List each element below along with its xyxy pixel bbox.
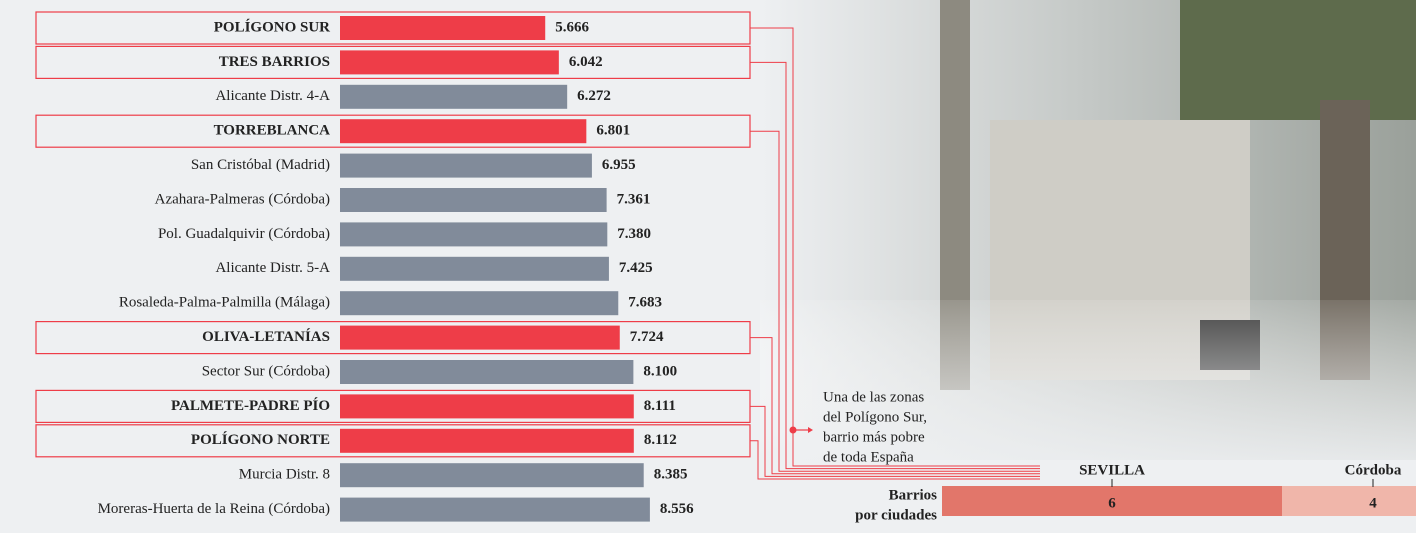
value-label: 6.955 — [602, 157, 636, 173]
category-label: TRES BARRIOS — [219, 54, 330, 70]
value-label: 7.425 — [619, 260, 653, 276]
category-label: POLÍGONO NORTE — [191, 431, 330, 448]
value-label: 7.380 — [617, 226, 651, 242]
legend-label: SEVILLA — [1079, 462, 1145, 478]
category-label: Moreras-Huerta de la Reina (Córdoba) — [98, 501, 330, 517]
bar — [340, 119, 587, 144]
category-label: PALMETE-PADRE PÍO — [171, 397, 330, 414]
bar — [340, 291, 619, 316]
value-label: 8.111 — [644, 398, 676, 414]
bar — [340, 50, 559, 75]
bar — [340, 188, 607, 212]
chart-title: Barrios — [889, 487, 937, 503]
chart-title: por ciudades — [855, 507, 937, 523]
segment — [1282, 486, 1416, 516]
bar — [340, 497, 650, 522]
photo — [760, 0, 1416, 460]
annotation-dot — [789, 426, 797, 434]
bar — [340, 394, 634, 419]
category-label: Murcia Distr. 8 — [239, 467, 330, 483]
category-label: Pol. Guadalquivir (Córdoba) — [158, 226, 330, 242]
category-label: Alicante Distr. 4-A — [215, 88, 330, 104]
segment-label: 6 — [1108, 495, 1116, 511]
connector — [750, 27, 1040, 467]
category-label: OLIVA-LETANÍAS — [202, 328, 330, 345]
bar — [340, 16, 546, 40]
bar — [340, 360, 634, 384]
category-label: POLÍGONO SUR — [214, 18, 330, 35]
segment-label: 4 — [1369, 495, 1377, 511]
bar — [340, 325, 620, 350]
bar — [340, 222, 608, 247]
category-label: Alicante Distr. 5-A — [215, 260, 330, 276]
value-label: 7.361 — [617, 191, 651, 207]
category-label: TORREBLANCA — [214, 123, 331, 139]
value-label: 7.724 — [630, 329, 664, 345]
category-label: San Cristóbal (Madrid) — [191, 157, 330, 173]
value-label: 7.683 — [628, 295, 662, 311]
bar — [340, 256, 609, 281]
category-label: Sector Sur (Córdoba) — [202, 363, 330, 379]
annotation: de toda España — [823, 449, 914, 465]
bar — [340, 84, 568, 109]
annotation: barrio más pobre — [823, 429, 925, 445]
connector — [750, 337, 1040, 475]
value-label: 8.112 — [644, 432, 677, 448]
annotation: del Polígono Sur, — [823, 409, 927, 425]
annotation-arrowhead — [808, 427, 813, 433]
value-label: 5.666 — [555, 19, 589, 35]
connector — [750, 405, 1040, 477]
value-label: 8.100 — [643, 363, 677, 379]
segment — [942, 486, 1282, 516]
value-label: 8.556 — [660, 501, 694, 517]
legend-label: Córdoba — [1345, 462, 1402, 478]
bar — [340, 463, 644, 488]
bar — [340, 153, 592, 178]
category-label: Rosaleda-Palma-Palmilla (Málaga) — [119, 295, 330, 311]
category-label: Azahara-Palmeras (Córdoba) — [155, 191, 330, 207]
connector — [750, 130, 1040, 472]
value-label: 6.272 — [577, 88, 611, 104]
value-label: 6.042 — [569, 54, 603, 70]
connector — [750, 440, 1040, 480]
bar — [340, 428, 634, 453]
annotation: Una de las zonas — [823, 389, 924, 405]
connector — [750, 61, 1040, 470]
value-label: 8.385 — [654, 467, 688, 483]
value-label: 6.801 — [596, 123, 630, 139]
